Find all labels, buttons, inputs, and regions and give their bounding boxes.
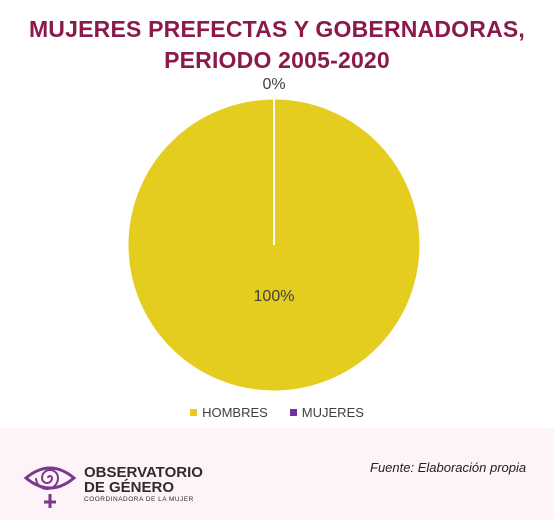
legend-swatch-hombres: [190, 409, 198, 416]
legend-item-mujeres: MUJERES: [289, 405, 364, 420]
legend-label-hombres: HOMBRES: [202, 405, 268, 420]
logo-line-2: DE GÉNERO: [84, 478, 175, 496]
data-label-hombres: 100%: [254, 288, 295, 305]
eye-spiral-venus-icon: [23, 466, 77, 508]
source-note: Fuente: Elaboración propia: [370, 460, 527, 475]
observatorio-logo: OBSERVATORIO DE GÉNERO COORDINADORA DE L…: [22, 456, 203, 512]
chart-title-line-1: MUJERES PREFECTAS Y GOBERNADORAS,: [28, 16, 526, 42]
logo-line-1: OBSERVATORIO: [84, 463, 203, 481]
pie-chart: 100% 0%: [127, 76, 421, 392]
logo-line-3: COORDINADORA DE LA MUJER: [84, 495, 194, 503]
chart-title-line-2: PERIODO 2005-2020: [164, 47, 390, 73]
legend-label-mujeres: MUJERES: [301, 405, 364, 420]
legend: HOMBRES MUJERES: [0, 405, 554, 420]
data-label-mujeres: 0%: [262, 76, 285, 93]
chart-title: MUJERES PREFECTAS Y GOBERNADORAS, PERIOD…: [0, 14, 554, 76]
footer-band: [0, 428, 554, 520]
legend-swatch-mujeres: [289, 409, 297, 416]
legend-item-hombres: HOMBRES: [190, 405, 268, 420]
